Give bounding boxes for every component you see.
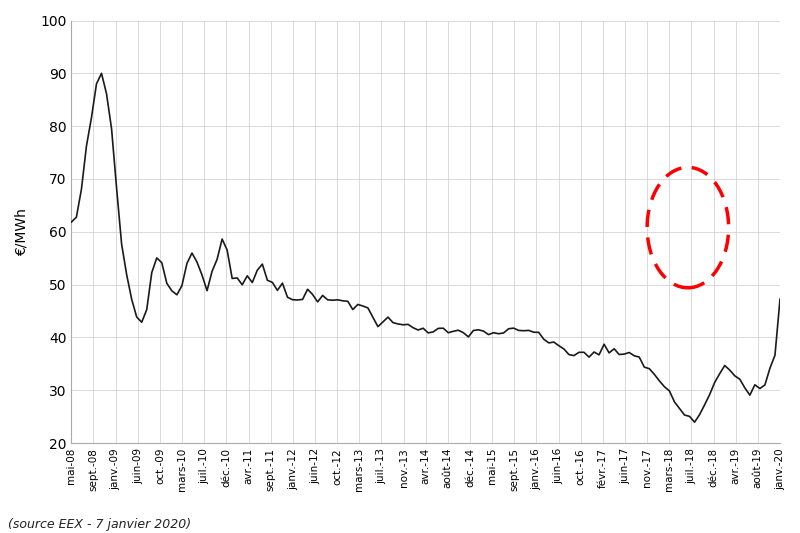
Y-axis label: €/MWh: €/MWh bbox=[15, 208, 29, 256]
Text: (source EEX - 7 janvier 2020): (source EEX - 7 janvier 2020) bbox=[8, 518, 191, 531]
